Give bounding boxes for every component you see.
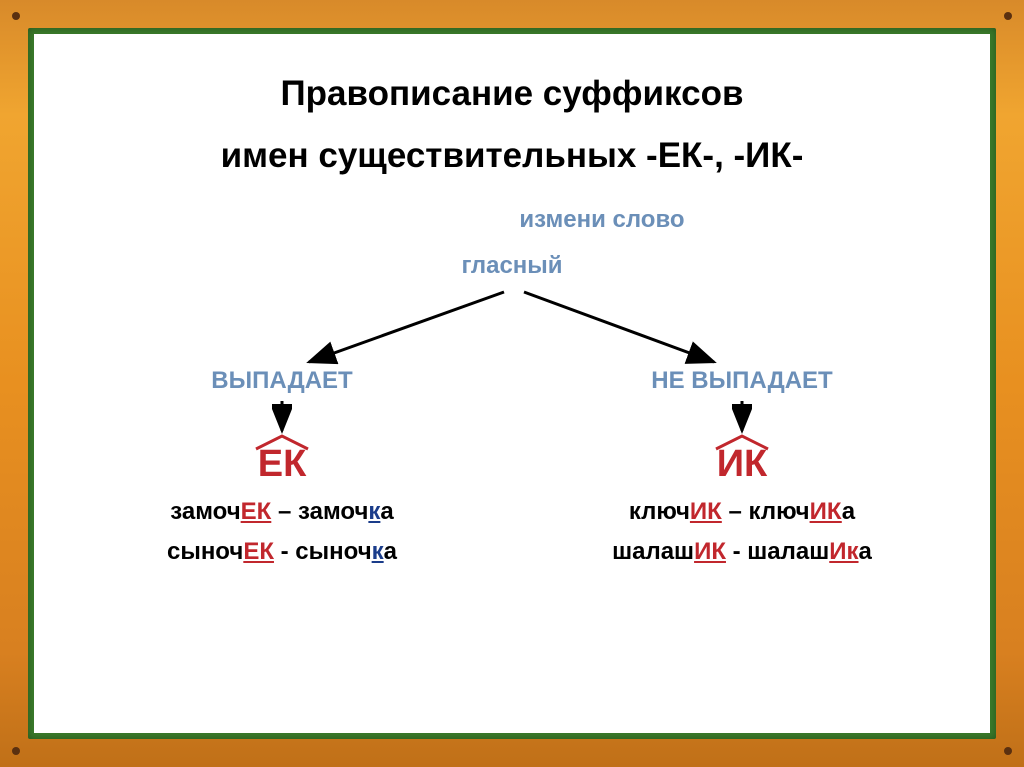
frame-nail-icon	[1004, 12, 1012, 20]
frame-nail-icon	[12, 747, 20, 755]
wooden-frame: Правописание суффиксов имен существитель…	[0, 0, 1024, 767]
frame-nail-icon	[12, 12, 20, 20]
page-title-line2: имен существительных -ЕК-, -ИК-	[74, 136, 950, 176]
left-branch: ВЫПАДАЕТ ЕК	[122, 367, 442, 566]
branches-row: ВЫПАДАЕТ ЕК	[74, 367, 950, 566]
instruction-text: измени слово	[254, 206, 950, 234]
right-branch: НЕ ВЫПАДАЕТ ИК	[582, 367, 902, 566]
vowel-label: гласный	[74, 252, 950, 280]
left-branch-label: ВЫПАДАЕТ	[122, 367, 442, 395]
frame-nail-icon	[1004, 747, 1012, 755]
left-example-2: сыночЕК - сыночка	[122, 538, 442, 566]
left-example-1: замочЕК – замочка	[122, 498, 442, 526]
whiteboard: Правописание суффиксов имен существитель…	[34, 34, 990, 733]
right-example-2: шалашИК - шалашИка	[582, 538, 902, 566]
page-title-line1: Правописание суффиксов	[74, 74, 950, 114]
suffix-ek-badge: ЕК	[258, 443, 307, 486]
split-arrows-icon	[74, 280, 954, 375]
suffix-ik-badge: ИК	[717, 443, 768, 486]
right-branch-label: НЕ ВЫПАДАЕТ	[582, 367, 902, 395]
green-border: Правописание суффиксов имен существитель…	[28, 28, 996, 739]
suffix-roof-icon	[712, 433, 772, 451]
right-example-1: ключИК – ключИКа	[582, 498, 902, 526]
suffix-roof-icon	[252, 433, 312, 451]
